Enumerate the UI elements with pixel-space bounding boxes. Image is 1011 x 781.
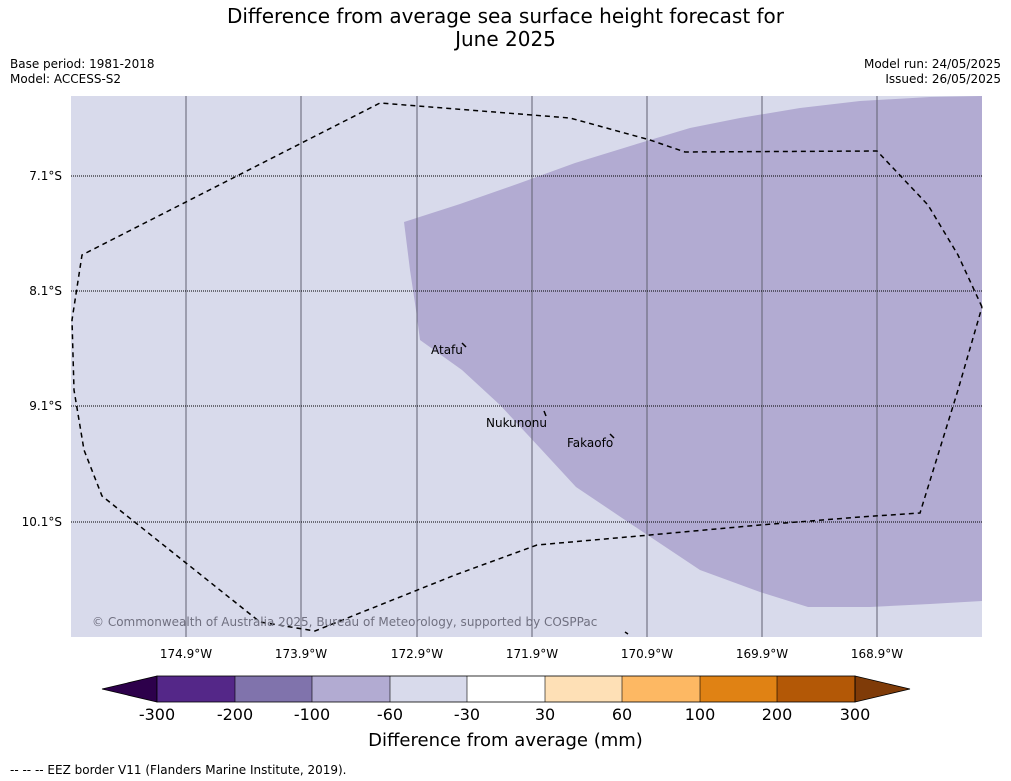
lon-label: 169.9°W [735,647,789,661]
lon-label: 168.9°W [850,647,904,661]
colorbar-segment [700,676,777,702]
colorbar-segment [235,676,312,702]
chart-title: Difference from average sea surface heig… [0,5,1011,51]
lat-label: 9.1°S [29,399,62,413]
colorbar-tick: 100 [684,705,716,724]
place-label-fakaofo: Fakaofo [567,436,613,450]
eez-legend-note: -- -- -- EEZ border V11 (Flanders Marine… [10,763,347,777]
colorbar-title: Difference from average (mm) [368,730,643,751]
lat-label: 7.1°S [29,169,62,183]
model-run-date: Model run: 24/05/2025 [863,57,1001,71]
colorbar-segment [157,676,235,702]
colorbar-tick: 60 [611,705,633,724]
place-label-nukunonu: Nukunonu [486,416,547,430]
colorbar-extend-high [854,675,911,703]
colorbar-tick: -30 [453,705,481,724]
islet-shape [624,631,629,635]
model-info: Base period: 1981-2018 Model: ACCESS-S2 [10,57,155,87]
colorbar-segment [545,676,622,702]
colorbar-tick: 30 [534,705,556,724]
base-period: Base period: 1981-2018 [10,57,155,71]
run-info: Model run: 24/05/2025 Issued: 26/05/2025 [864,57,1001,87]
colorbar-tick: 200 [761,705,793,724]
colorbar-segment [312,676,390,702]
copyright-notice: © Commonwealth of Australia 2025, Bureau… [92,615,597,629]
colorbar-segment [777,676,855,702]
colorbar [101,675,911,703]
colorbar-tick: -300 [138,705,176,724]
colorbar-tick: 300 [839,705,871,724]
lon-label: 173.9°W [274,647,328,661]
title-line-2: June 2025 [455,27,556,51]
fakaofo-island-shape [609,433,615,439]
lon-label: 174.9°W [159,647,213,661]
model-name: Model: ACCESS-S2 [10,72,122,86]
lon-label: 172.9°W [390,647,444,661]
colorbar-segment [622,676,700,702]
lat-label: 10.1°S [21,515,62,529]
colorbar-segment [467,676,545,702]
colorbar-segment [390,676,467,702]
colorbar-tick: -100 [293,705,331,724]
atafu-island-shape [461,342,467,348]
lon-label: 170.9°W [620,647,674,661]
colorbar-outline [156,675,856,703]
lon-label: 171.9°W [505,647,559,661]
forecast-anomaly-area [404,96,982,607]
colorbar-extend-low [101,675,158,703]
colorbar-tick: -60 [376,705,404,724]
graticule [185,96,878,637]
title-line-1: Difference from average sea surface heig… [226,4,785,28]
nukunonu-island-shape [543,410,547,417]
lat-label: 8.1°S [29,284,62,298]
place-label-atafu: Atafu [431,343,463,357]
issued-date: Issued: 26/05/2025 [885,72,1001,86]
colorbar-tick: -200 [216,705,254,724]
eez-border [71,102,983,632]
